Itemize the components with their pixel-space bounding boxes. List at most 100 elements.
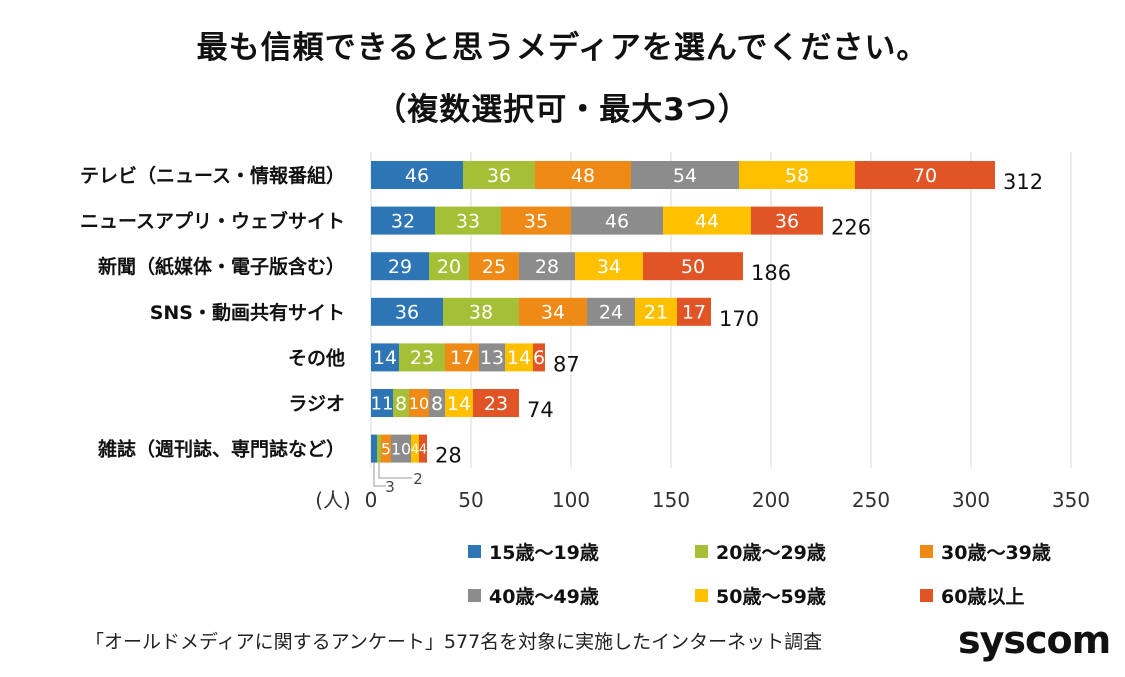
bar-segment xyxy=(411,434,419,463)
x-tick-label: 350 xyxy=(1052,488,1090,512)
bar-segment xyxy=(391,434,411,463)
bar-segment xyxy=(429,252,469,281)
callout-label: 2 xyxy=(413,470,423,488)
bar-segment xyxy=(371,161,463,189)
segment-data-label: 17 xyxy=(450,347,474,369)
bar-segment xyxy=(751,206,823,235)
segment-data-label: 48 xyxy=(571,165,595,187)
bar-segment xyxy=(473,389,519,417)
segment-data-label: 14 xyxy=(507,347,531,369)
segment-data-label: 21 xyxy=(644,302,668,324)
category-label: その他 xyxy=(288,346,345,369)
bar-segment xyxy=(635,297,677,326)
legend-label: 40歳〜49歳 xyxy=(489,586,599,608)
legend-label: 20歳〜29歳 xyxy=(716,542,826,564)
bar-segment xyxy=(435,206,501,235)
legend-swatch xyxy=(468,545,481,558)
segment-data-label: 17 xyxy=(682,302,706,324)
segment-data-label: 34 xyxy=(597,256,621,278)
chart-title: 最も信頼できると思うメディアを選んでください。 xyxy=(196,30,929,66)
category-label: SNS・動画共有サイト xyxy=(150,301,345,324)
segment-data-label: 14 xyxy=(373,347,397,369)
segment-data-label: 10 xyxy=(391,439,411,458)
legend-label: 30歳〜39歳 xyxy=(941,542,1051,564)
bar-segment xyxy=(371,252,429,281)
bar-segment xyxy=(371,297,443,326)
x-tick-label: 0 xyxy=(365,488,378,512)
segment-data-label: 36 xyxy=(775,210,799,232)
legend-swatch xyxy=(920,589,933,602)
bar-segment xyxy=(533,343,545,372)
segment-data-label: 13 xyxy=(480,347,504,369)
bar-segment xyxy=(419,434,427,463)
segment-data-label: 23 xyxy=(484,393,508,415)
bar-segment xyxy=(575,252,643,281)
bar-segment xyxy=(663,206,751,235)
segment-data-label: 24 xyxy=(599,302,623,324)
segment-data-label: 50 xyxy=(681,256,705,278)
segment-data-label: 44 xyxy=(695,210,719,232)
category-label: 新聞（紙媒体・電子版含む） xyxy=(98,255,345,278)
chart-subtitle: （複数選択可・最大3つ） xyxy=(375,92,750,128)
segment-data-label: 32 xyxy=(391,210,415,232)
segment-data-label: 20 xyxy=(437,256,461,278)
segment-data-label: 6 xyxy=(533,347,545,369)
bar-segment xyxy=(519,252,575,281)
legend-label: 15歳〜19歳 xyxy=(489,542,599,564)
x-tick-label: 100 xyxy=(552,488,590,512)
segment-data-label: 35 xyxy=(524,210,548,232)
x-tick-label: 150 xyxy=(652,488,690,512)
segment-data-label: 58 xyxy=(785,165,809,187)
bar-segment xyxy=(443,297,519,326)
segment-data-label: 4 xyxy=(419,442,427,457)
legend-item: 30歳〜39歳 xyxy=(920,538,1051,565)
total-label: 186 xyxy=(751,261,791,285)
bar-segment xyxy=(739,161,855,189)
bar-segment xyxy=(643,252,743,281)
segment-data-label: 14 xyxy=(447,393,471,415)
bar-segment xyxy=(631,161,739,189)
bar-segment xyxy=(445,389,473,417)
survey-footnote: 「オールドメディアに関するアンケート」577名を対象に実施したインターネット調査 xyxy=(85,631,823,653)
segment-data-label: 8 xyxy=(431,393,443,415)
legend-item: 15歳〜19歳 xyxy=(468,538,599,565)
segment-data-label: 36 xyxy=(395,302,419,324)
segment-data-label: 46 xyxy=(605,210,629,232)
segment-data-label: 11 xyxy=(371,393,394,414)
bar-segment xyxy=(587,297,635,326)
bar-segment xyxy=(377,434,381,463)
x-tick-label: 300 xyxy=(952,488,990,512)
segment-data-label: 38 xyxy=(469,302,493,324)
bar-segment xyxy=(501,206,571,235)
x-axis-label: (人) xyxy=(315,488,351,512)
total-label: 28 xyxy=(435,444,462,468)
legend-swatch xyxy=(695,545,708,558)
segment-data-label: 10 xyxy=(409,394,429,413)
total-label: 312 xyxy=(1003,170,1043,194)
legend-item: 60歳以上 xyxy=(920,582,1024,609)
segment-data-label: 29 xyxy=(388,256,412,278)
syscom-logo: syscom xyxy=(958,618,1111,662)
legend-label: 50歳〜59歳 xyxy=(716,586,826,608)
total-label: 74 xyxy=(527,398,554,422)
bar-segment xyxy=(371,343,399,372)
bar-segment xyxy=(371,206,435,235)
bar-segment xyxy=(393,389,409,417)
legend-swatch xyxy=(695,589,708,602)
bar-segment xyxy=(371,434,377,463)
x-tick-label: 50 xyxy=(458,488,483,512)
bar-segment xyxy=(519,297,587,326)
bar-segment xyxy=(429,389,445,417)
bar-segment xyxy=(399,343,445,372)
category-label: ニュースアプリ・ウェブサイト xyxy=(80,210,345,233)
segment-data-label: 34 xyxy=(541,302,565,324)
x-tick-label: 250 xyxy=(852,488,890,512)
bar-segment xyxy=(381,434,391,463)
legend-item: 50歳〜59歳 xyxy=(695,582,826,609)
category-label: 雑誌（週刊誌、専門誌など） xyxy=(97,438,345,461)
legend-swatch xyxy=(468,589,481,602)
legend-item: 40歳〜49歳 xyxy=(468,582,599,609)
legend-label: 60歳以上 xyxy=(941,586,1025,608)
segment-data-label: 54 xyxy=(673,165,697,187)
